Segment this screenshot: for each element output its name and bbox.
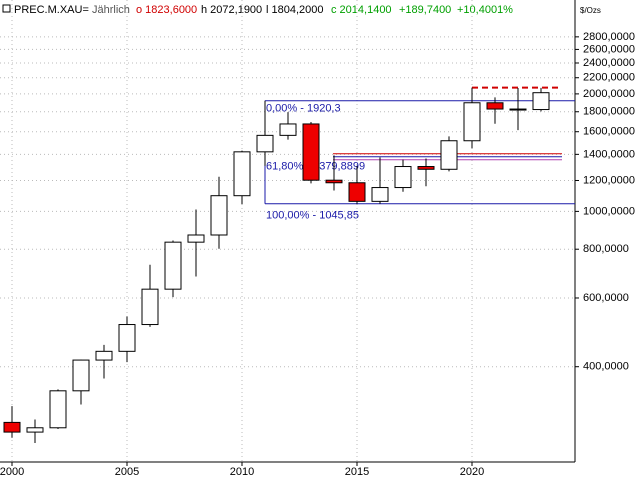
fib-label: 100,00% - 1045,85 <box>266 210 359 222</box>
candle-body <box>348 182 366 202</box>
open-value: o 1823,6000 <box>136 4 197 16</box>
y-tick-label: 2000,0000 <box>583 88 635 100</box>
candle-body <box>509 108 527 111</box>
y-tick-label: 2400,0000 <box>583 57 635 69</box>
y-tick-label: 2800,0000 <box>583 31 635 43</box>
y-tick-label: 2200,0000 <box>583 72 635 84</box>
candle-body <box>463 102 481 142</box>
x-tick-label: 2020 <box>460 466 484 478</box>
high-value: h 2072,1900 <box>201 4 262 16</box>
y-tick-label: 800,0000 <box>583 243 629 255</box>
y-tick-label: 1400,0000 <box>583 148 635 160</box>
symbol: PREC.M.XAU= <box>14 4 89 16</box>
y-tick-label: 400,0000 <box>583 361 629 373</box>
x-tick-label: 2005 <box>115 466 139 478</box>
candle-body <box>118 324 136 352</box>
candle-body <box>486 102 504 110</box>
change-value: +189,7400 <box>399 4 451 16</box>
candle-body <box>279 123 297 136</box>
candle-body <box>164 241 182 290</box>
y-tick-label: 1600,0000 <box>583 126 635 138</box>
candle-body <box>210 195 228 236</box>
low-value: l 1804,2000 <box>266 4 324 16</box>
y-tick-label: 1800,0000 <box>583 106 635 118</box>
candle-body <box>440 140 458 170</box>
candle-body <box>26 427 44 433</box>
candle-body <box>187 234 205 243</box>
candle-body <box>3 421 21 433</box>
candle-body <box>233 151 251 197</box>
period: Jährlich <box>92 4 130 16</box>
fib-label: 0,00% - 1920,3 <box>266 103 341 115</box>
candle-body <box>325 179 343 184</box>
y-tick-label: 1200,0000 <box>583 174 635 186</box>
change-pct: +10,4001% <box>457 4 513 16</box>
candle-body <box>532 92 550 111</box>
header-icon <box>2 4 11 13</box>
y-tick-label: 600,0000 <box>583 292 629 304</box>
close-value: c 2014,1400 <box>331 4 392 16</box>
x-tick-label: 2000 <box>0 466 24 478</box>
candle-body <box>141 288 159 326</box>
candle-body <box>256 134 274 153</box>
header: PREC.M.XAU= Jährlich o 1823,6000 h 2072,… <box>2 4 513 16</box>
candle-body <box>417 166 435 170</box>
candle-body <box>394 166 412 189</box>
x-tick-label: 2010 <box>230 466 254 478</box>
x-tick-label: 2015 <box>345 466 369 478</box>
y-tick-label: 2600,0000 <box>583 43 635 55</box>
unit-label: $/Ozs <box>580 6 601 15</box>
candle-body <box>95 350 113 361</box>
candle-body <box>302 123 320 181</box>
candle-body <box>371 187 389 202</box>
candle-body <box>49 390 67 429</box>
y-tick-label: 1000,0000 <box>583 205 635 217</box>
candle-body <box>72 359 90 392</box>
